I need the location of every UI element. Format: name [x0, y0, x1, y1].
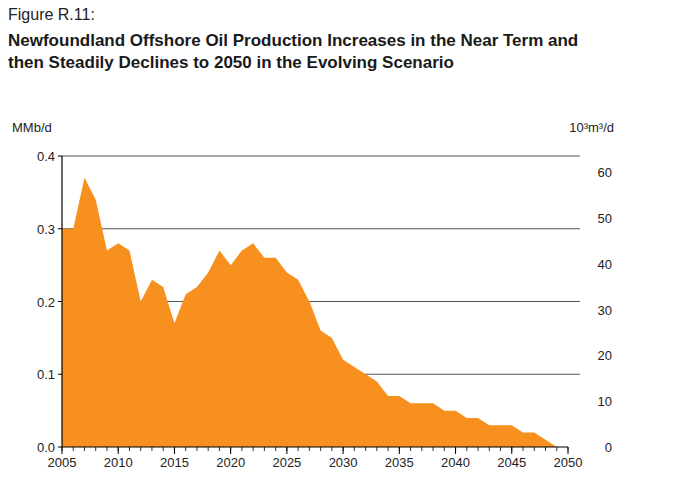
x-minor-tick — [410, 447, 411, 451]
x-minor-tick — [388, 447, 389, 451]
x-minor-tick — [219, 447, 220, 451]
x-minor-tick — [523, 447, 524, 451]
y-tick — [58, 156, 62, 157]
x-minor-tick — [534, 447, 535, 451]
x-minor-tick — [500, 447, 501, 451]
x-minor-tick — [433, 447, 434, 451]
x-minor-tick — [264, 447, 265, 451]
y2-tick-label: 30 — [598, 303, 612, 318]
x-axis-line — [62, 446, 568, 447]
x-minor-tick — [196, 447, 197, 451]
y2-tick-label: 20 — [598, 348, 612, 363]
x-minor-tick — [185, 447, 186, 451]
title: Newfoundland Offshore Oil Production Inc… — [8, 30, 608, 74]
x-minor-tick — [376, 447, 377, 451]
area — [62, 178, 568, 447]
x-tick-label: 2050 — [554, 455, 583, 470]
x-minor-tick — [208, 447, 209, 451]
x-minor-tick — [241, 447, 242, 451]
x-minor-tick — [84, 447, 85, 451]
y-tick-label: 0.1 — [37, 367, 55, 382]
y-tick-label: 0.0 — [37, 440, 55, 455]
y2-tick-label: 0 — [605, 440, 612, 455]
x-minor-tick — [421, 447, 422, 451]
x-minor-tick — [253, 447, 254, 451]
x-tick-label: 2010 — [104, 455, 133, 470]
x-minor-tick — [320, 447, 321, 451]
x-minor-tick — [478, 447, 479, 451]
y2-tick-label: 10 — [598, 394, 612, 409]
x-minor-tick — [354, 447, 355, 451]
x-minor-tick — [106, 447, 107, 451]
x-minor-tick — [151, 447, 152, 451]
y-tick — [58, 447, 62, 448]
y-tick-label: 0.2 — [37, 295, 55, 310]
x-tick-label: 2025 — [272, 455, 301, 470]
y-tick — [58, 374, 62, 375]
x-minor-tick — [444, 447, 445, 451]
x-tick — [343, 447, 344, 454]
x-tick — [118, 447, 119, 454]
x-tick-label: 2005 — [48, 455, 77, 470]
x-tick-label: 2040 — [441, 455, 470, 470]
x-tick-label: 2030 — [329, 455, 358, 470]
y2-tick-label: 40 — [598, 257, 612, 272]
x-minor-tick — [298, 447, 299, 451]
x-tick — [511, 447, 512, 454]
x-minor-tick — [129, 447, 130, 451]
y-tick-label: 0.3 — [37, 222, 55, 237]
plot-area — [62, 178, 568, 447]
x-tick-label: 2020 — [216, 455, 245, 470]
x-tick — [568, 447, 569, 454]
x-minor-tick — [545, 447, 546, 451]
x-tick-label: 2015 — [160, 455, 189, 470]
x-tick-label: 2045 — [497, 455, 526, 470]
x-minor-tick — [331, 447, 332, 451]
figure-label: Figure R.11: — [8, 6, 95, 24]
x-minor-tick — [73, 447, 74, 451]
x-minor-tick — [163, 447, 164, 451]
x-tick-label: 2035 — [385, 455, 414, 470]
grid-line — [62, 156, 580, 157]
x-tick — [286, 447, 287, 454]
y2-tick-label: 60 — [598, 165, 612, 180]
x-minor-tick — [275, 447, 276, 451]
x-minor-tick — [466, 447, 467, 451]
x-tick — [174, 447, 175, 454]
y-tick — [58, 301, 62, 302]
y2-axis-label: 10³m³/d — [569, 120, 614, 135]
chart: 0.00.10.20.30.40102030405060200520102015… — [0, 0, 700, 499]
y2-tick-label: 50 — [598, 211, 612, 226]
x-minor-tick — [489, 447, 490, 451]
x-minor-tick — [95, 447, 96, 451]
x-tick — [230, 447, 231, 454]
x-tick — [455, 447, 456, 454]
x-minor-tick — [365, 447, 366, 451]
x-minor-tick — [140, 447, 141, 451]
x-minor-tick — [556, 447, 557, 451]
grid-line — [62, 228, 580, 229]
x-tick — [62, 447, 63, 454]
y-axis-label: MMb/d — [12, 120, 52, 135]
x-minor-tick — [309, 447, 310, 451]
x-tick — [399, 447, 400, 454]
y-tick — [58, 228, 62, 229]
y-tick-label: 0.4 — [37, 149, 55, 164]
